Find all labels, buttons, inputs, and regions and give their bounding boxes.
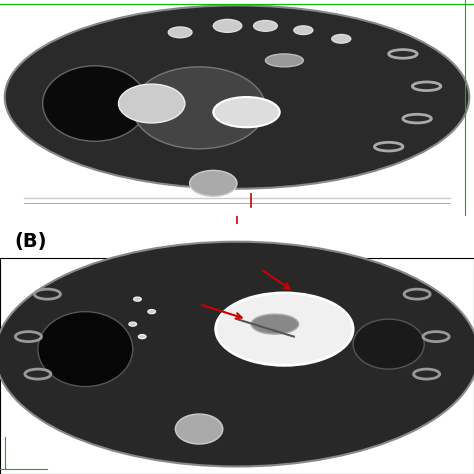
Circle shape [213, 19, 242, 32]
Circle shape [213, 97, 280, 127]
Ellipse shape [353, 319, 424, 369]
Ellipse shape [43, 66, 147, 141]
Text: (B): (B) [14, 232, 47, 251]
Circle shape [254, 20, 277, 31]
Ellipse shape [265, 54, 303, 67]
Ellipse shape [0, 242, 474, 466]
Circle shape [148, 310, 155, 314]
Ellipse shape [38, 311, 133, 387]
Circle shape [134, 297, 141, 301]
Circle shape [138, 335, 146, 338]
Ellipse shape [175, 414, 223, 444]
Circle shape [294, 26, 313, 35]
Circle shape [168, 27, 192, 38]
Circle shape [129, 322, 137, 326]
Ellipse shape [133, 67, 265, 149]
Ellipse shape [5, 5, 469, 189]
Circle shape [216, 293, 353, 365]
Circle shape [332, 35, 351, 43]
Ellipse shape [251, 314, 299, 334]
Ellipse shape [190, 170, 237, 196]
Ellipse shape [118, 84, 185, 123]
